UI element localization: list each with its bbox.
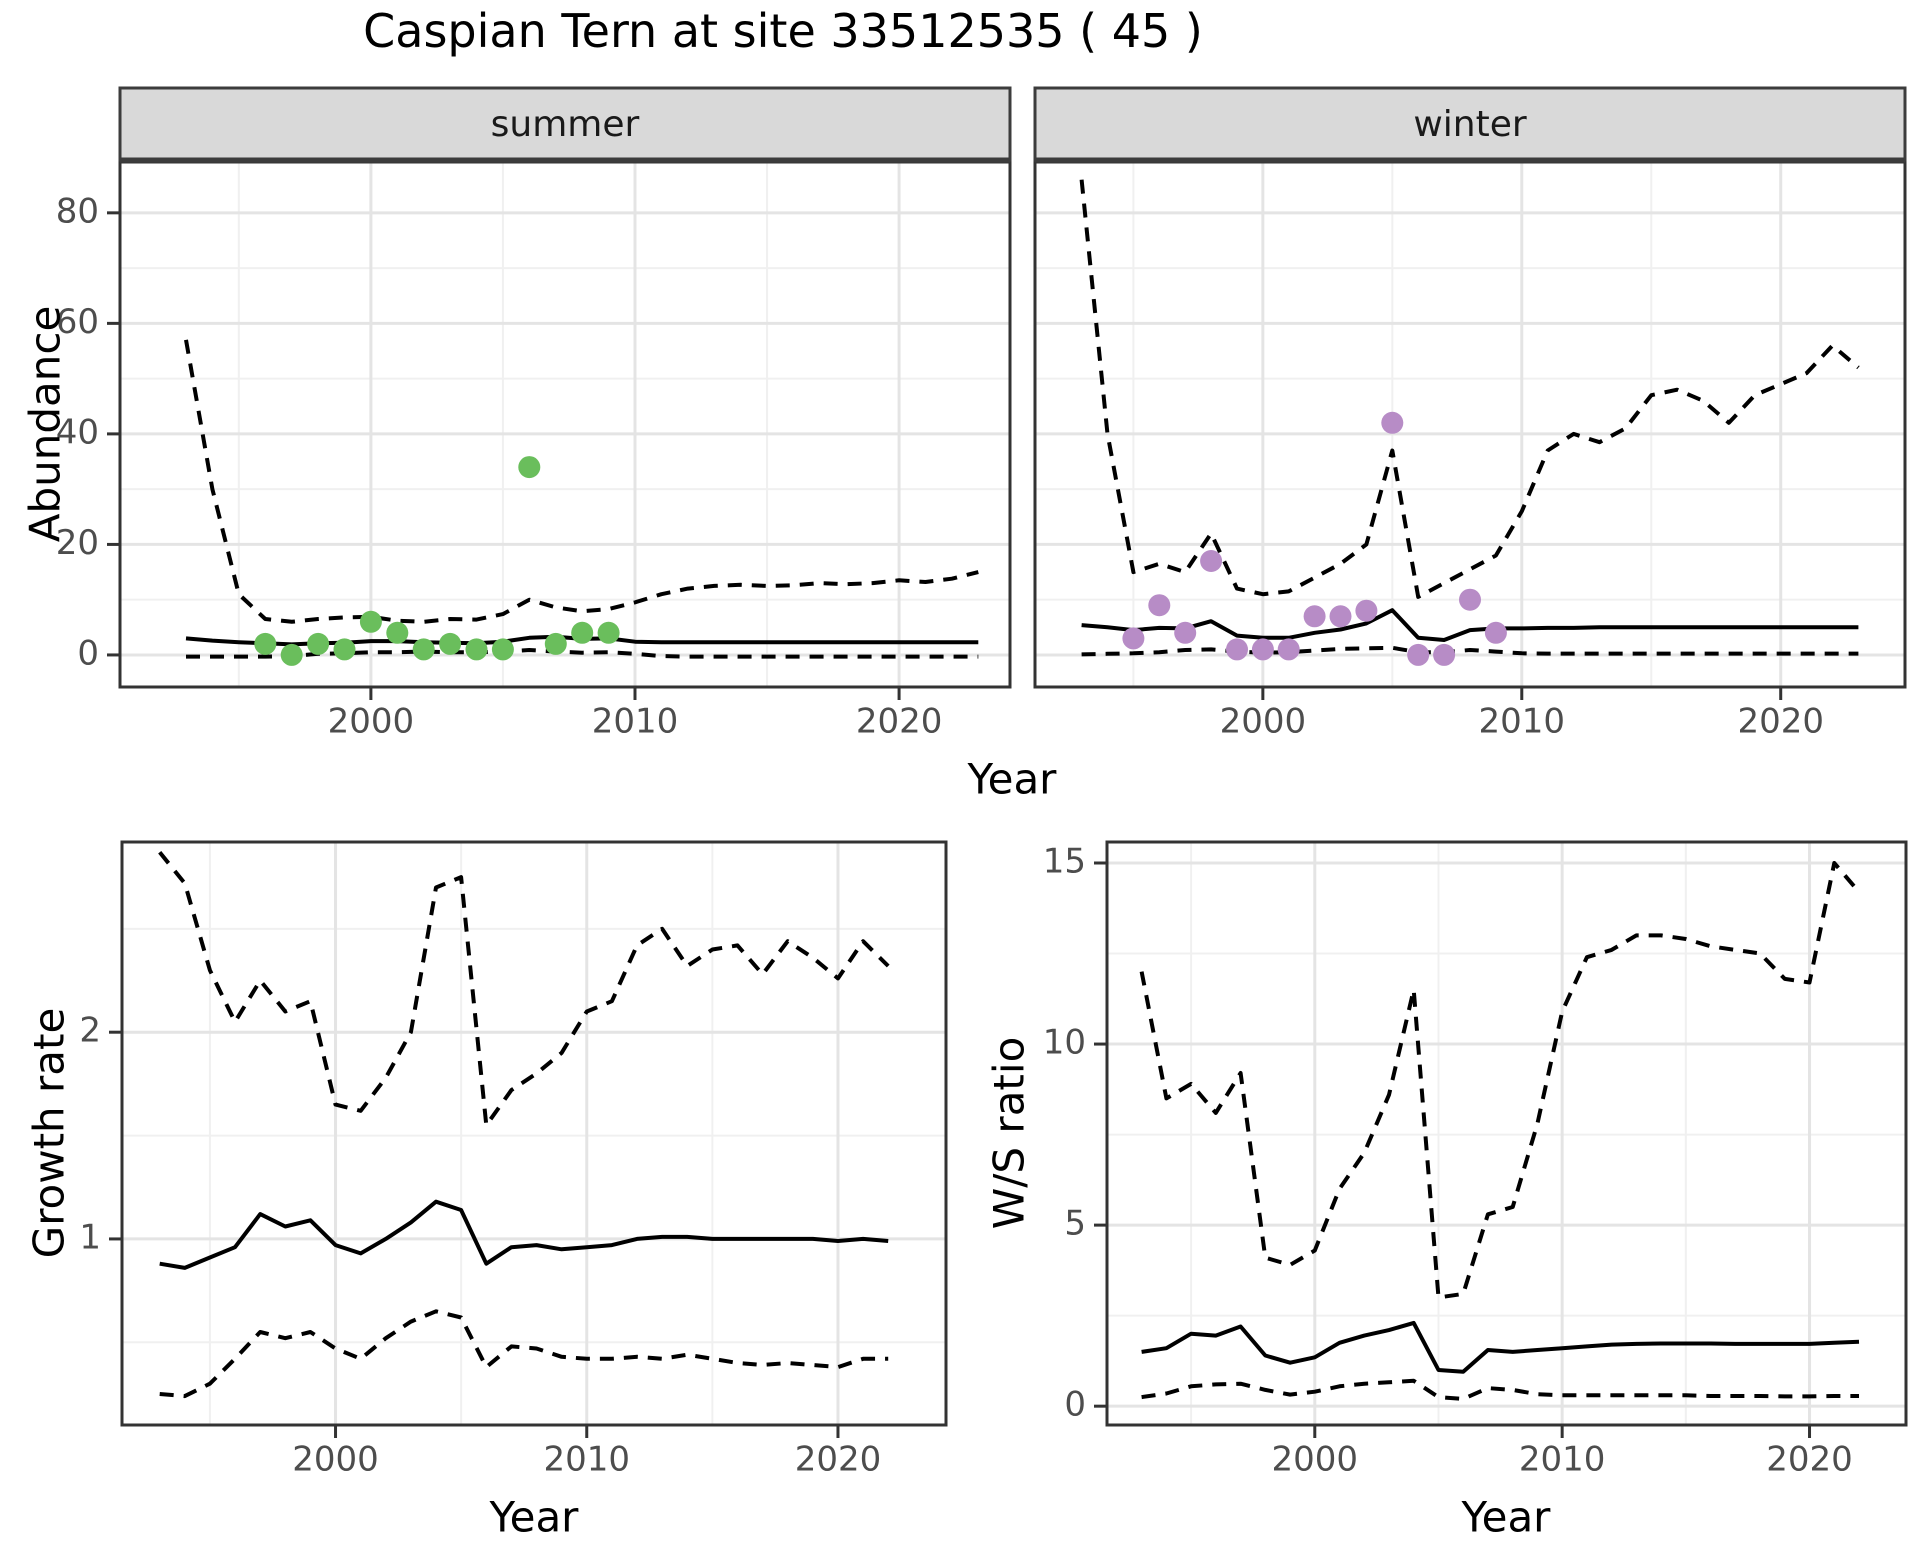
x-tick-label: 2000	[328, 702, 415, 742]
panel-abundance-winter: 2000 2010 2020 winter	[1033, 86, 1907, 742]
plot-title: Caspian Tern at site 33512535 ( 45 )	[363, 4, 1203, 58]
facet-strip-label: summer	[491, 104, 640, 145]
data-point	[597, 621, 620, 644]
data-point	[1122, 627, 1145, 650]
x-tick-label: 2010	[592, 702, 679, 742]
x-tick-label: 2010	[543, 1440, 630, 1480]
median-line	[159, 1199, 889, 1270]
y-tick-label: 0	[77, 633, 99, 673]
facet-strip-label: winter	[1413, 104, 1527, 145]
facet-strip	[1033, 86, 1907, 162]
panel-background	[1107, 842, 1906, 1425]
panel-growth-rate: 2000 2010 2020 1 2 Year Growth rate	[25, 840, 948, 1542]
data-point	[1329, 605, 1352, 628]
panel-border	[1105, 840, 1908, 1427]
y-axis-title: W/S ratio	[985, 1037, 1034, 1230]
y-axis-title: Abundance	[21, 306, 70, 543]
x-tick-label: 2010	[1519, 1440, 1606, 1480]
y-tick-label: 80	[56, 191, 99, 231]
data-point	[1200, 550, 1223, 572]
y-tick-label: 5	[1064, 1204, 1086, 1244]
x-tick-label: 2000	[1272, 1440, 1359, 1480]
lower-ci-line	[1141, 1378, 1859, 1401]
data-point	[386, 621, 409, 644]
data-point	[280, 643, 303, 666]
data-point	[1148, 594, 1171, 617]
y-axis-title: Growth rate	[25, 1008, 74, 1259]
data-point	[307, 632, 330, 655]
data-point	[491, 638, 514, 661]
data-point	[439, 632, 462, 655]
x-tick-label: 2020	[795, 1440, 882, 1480]
data-point	[1251, 638, 1274, 661]
upper-ci-line	[1079, 179, 1860, 599]
data-point	[359, 610, 382, 633]
y-tick-label: 1	[79, 1217, 101, 1257]
panel-border	[120, 840, 948, 1427]
panel-ws-ratio: 2000 2010 2020 0 5 10 15 Year W/S ratio	[985, 840, 1908, 1542]
data-point	[1355, 599, 1378, 622]
y-tick-label: 20	[56, 523, 99, 563]
lower-ci-line	[1081, 645, 1859, 657]
panel-background	[122, 842, 946, 1425]
y-tick-label: 60	[56, 302, 99, 342]
data-point	[518, 456, 541, 479]
x-axis-title: Year	[1461, 1493, 1552, 1542]
data-point	[1303, 605, 1326, 628]
x-tick-label: 2020	[1737, 702, 1824, 742]
data-point	[254, 632, 277, 655]
x-tick-label: 2020	[856, 702, 943, 742]
data-point	[571, 621, 594, 644]
y-tick-label: 40	[56, 412, 99, 452]
x-tick-label: 2000	[1220, 702, 1307, 742]
data-point	[1459, 588, 1481, 611]
lower-ci-line	[159, 1309, 889, 1399]
x-tick-label: 2020	[1766, 1440, 1853, 1480]
y-tick-label: 15	[1043, 842, 1086, 882]
y-tick-label: 0	[1064, 1385, 1086, 1425]
data-point	[544, 632, 567, 655]
x-axis-title: Year	[489, 1493, 580, 1542]
data-point	[1407, 643, 1430, 666]
data-point	[333, 638, 356, 661]
x-tick-label: 2000	[292, 1440, 379, 1480]
x-tick-label: 2010	[1479, 702, 1566, 742]
y-tick-label: 10	[1043, 1023, 1086, 1063]
x-axis-title: Year	[967, 755, 1058, 804]
median-line	[1081, 608, 1859, 642]
data-point	[465, 638, 488, 661]
data-point	[1433, 643, 1456, 666]
data-point	[1277, 638, 1300, 661]
data-point	[1484, 621, 1507, 644]
panel-abundance-summer: 2000 2010 2020 0 20 40 60 80 summer Year Abundance	[21, 86, 1058, 804]
data-point	[1226, 638, 1248, 661]
upper-ci-line	[184, 339, 979, 624]
data-point	[1174, 621, 1197, 644]
upper-ci-line	[158, 851, 890, 1128]
data-point	[1381, 411, 1404, 434]
data-point	[412, 638, 435, 661]
median-line	[1141, 1320, 1860, 1374]
y-tick-label: 2	[79, 1011, 101, 1051]
